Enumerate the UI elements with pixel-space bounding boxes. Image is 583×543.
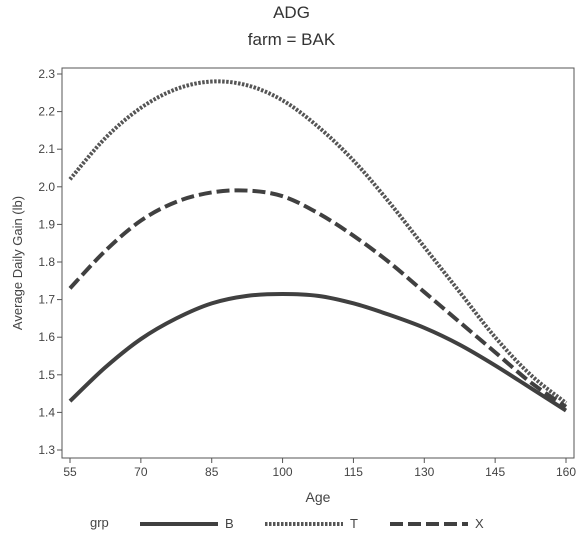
y-tick-label: 1.3 (38, 443, 55, 457)
chart-title: ADG (273, 3, 310, 22)
legend: grp B T X (0, 515, 583, 537)
y-tick-label: 1.6 (38, 330, 55, 344)
legend-swatch-t (265, 522, 343, 526)
y-tick-label: 1.8 (38, 255, 55, 269)
x-tick-label: 55 (63, 465, 77, 479)
x-axis-label: Age (306, 489, 331, 505)
legend-label: B (225, 516, 234, 531)
y-tick-label: 1.4 (38, 405, 55, 419)
plot-frame (61, 67, 575, 459)
x-tick-label: 100 (273, 465, 293, 479)
chart-subtitle: farm = BAK (247, 30, 336, 49)
series-lines (68, 79, 568, 413)
y-tick-label: 2.0 (38, 180, 55, 194)
series-line-x (68, 188, 568, 409)
legend-title: grp (90, 515, 109, 530)
y-tick-label: 2.2 (38, 105, 55, 119)
legend-swatch-b (140, 522, 218, 526)
y-axis: 1.3 1.4 1.5 1.6 1.7 1.8 1.9 2.0 2.1 2.2 2.3 (38, 67, 62, 457)
x-tick-label: 130 (414, 465, 434, 479)
y-tick-label: 1.9 (38, 217, 55, 231)
legend-swatch-x (390, 522, 468, 526)
y-axis-label: Average Daily Gain (lb) (10, 196, 25, 330)
y-tick-label: 1.5 (38, 368, 55, 382)
x-tick-label: 70 (134, 465, 148, 479)
legend-label: T (350, 516, 358, 531)
x-axis: 55 70 85 100 115 130 145 160 (63, 458, 576, 479)
y-tick-label: 1.7 (38, 293, 55, 307)
series-line-t (68, 79, 568, 405)
x-tick-label: 145 (485, 465, 505, 479)
legend-label: X (475, 516, 484, 531)
y-tick-label: 2.1 (38, 142, 55, 156)
x-tick-label: 160 (556, 465, 576, 479)
series-line-b (68, 291, 568, 413)
x-tick-label: 85 (205, 465, 219, 479)
x-tick-label: 115 (344, 465, 363, 479)
y-tick-label: 2.3 (38, 67, 55, 81)
